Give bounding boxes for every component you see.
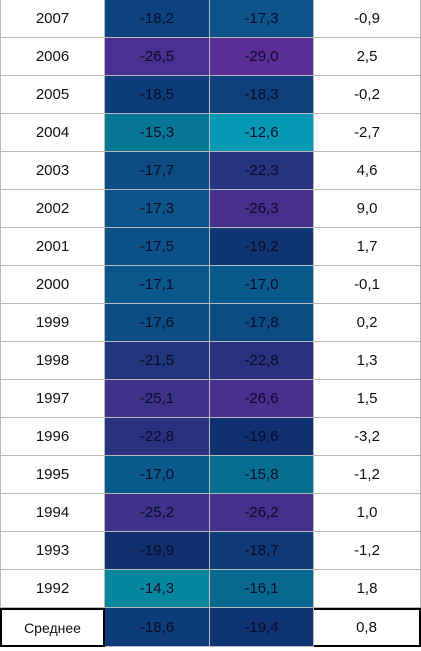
table-row: 2004 -15,3 -12,6 -2,7: [0, 114, 421, 152]
value-a-cell: -14,3: [105, 570, 210, 608]
value-b-cell: -18,3: [210, 76, 314, 114]
table-row: 2002 -17,3 -26,3 9,0: [0, 190, 421, 228]
year-cell: 2000: [0, 266, 105, 304]
diff-cell: -0,9: [314, 0, 421, 38]
year-cell: 2001: [0, 228, 105, 266]
table-row: 2003 -17,7 -22,3 4,6: [0, 152, 421, 190]
diff-cell: 1,0: [314, 494, 421, 532]
table-row: 1997 -25,1 -26,6 1,5: [0, 380, 421, 418]
year-cell: 1997: [0, 380, 105, 418]
value-b-cell: -16,1: [210, 570, 314, 608]
year-cell: 1996: [0, 418, 105, 456]
year-cell: 1998: [0, 342, 105, 380]
value-b-cell: -19,6: [210, 418, 314, 456]
summary-diff: 0,8: [314, 608, 421, 647]
year-cell: 2003: [0, 152, 105, 190]
value-a-cell: -17,5: [105, 228, 210, 266]
value-b-cell: -19,2: [210, 228, 314, 266]
table-row: 1992 -14,3 -16,1 1,8: [0, 570, 421, 608]
table-row: 2001 -17,5 -19,2 1,7: [0, 228, 421, 266]
value-b-cell: -26,6: [210, 380, 314, 418]
year-cell: 1993: [0, 532, 105, 570]
value-a-cell: -25,1: [105, 380, 210, 418]
table-row: 1995 -17,0 -15,8 -1,2: [0, 456, 421, 494]
value-b-cell: -17,8: [210, 304, 314, 342]
diff-cell: 1,8: [314, 570, 421, 608]
diff-cell: 1,5: [314, 380, 421, 418]
year-cell: 1994: [0, 494, 105, 532]
value-b-cell: -17,0: [210, 266, 314, 304]
year-cell: 2006: [0, 38, 105, 76]
value-b-cell: -17,3: [210, 0, 314, 38]
value-b-cell: -18,7: [210, 532, 314, 570]
diff-cell: -2,7: [314, 114, 421, 152]
value-a-cell: -17,3: [105, 190, 210, 228]
diff-cell: 0,2: [314, 304, 421, 342]
value-b-cell: -29,0: [210, 38, 314, 76]
value-b-cell: -22,8: [210, 342, 314, 380]
value-a-cell: -22,8: [105, 418, 210, 456]
summary-label: Среднее: [0, 608, 105, 647]
table-row: 1996 -22,8 -19,6 -3,2: [0, 418, 421, 456]
diff-cell: 4,6: [314, 152, 421, 190]
table-row: 2006 -26,5 -29,0 2,5: [0, 38, 421, 76]
table-row: 1994 -25,2 -26,2 1,0: [0, 494, 421, 532]
value-a-cell: -17,7: [105, 152, 210, 190]
diff-cell: -0,2: [314, 76, 421, 114]
value-a-cell: -18,5: [105, 76, 210, 114]
value-a-cell: -19,9: [105, 532, 210, 570]
year-cell: 2004: [0, 114, 105, 152]
year-cell: 1999: [0, 304, 105, 342]
year-cell: 1992: [0, 570, 105, 608]
diff-cell: -1,2: [314, 532, 421, 570]
diff-cell: 2,5: [314, 38, 421, 76]
value-a-cell: -26,5: [105, 38, 210, 76]
summary-value-a: -18,6: [105, 608, 210, 647]
diff-cell: -0,1: [314, 266, 421, 304]
value-a-cell: -18,2: [105, 0, 210, 38]
table-row: 2007 -18,2 -17,3 -0,9: [0, 0, 421, 38]
table-row: 2000 -17,1 -17,0 -0,1: [0, 266, 421, 304]
value-a-cell: -15,3: [105, 114, 210, 152]
diff-cell: 1,7: [314, 228, 421, 266]
summary-row: Среднее -18,6 -19,4 0,8: [0, 608, 421, 647]
year-cell: 2007: [0, 0, 105, 38]
value-a-cell: -17,0: [105, 456, 210, 494]
value-a-cell: -25,2: [105, 494, 210, 532]
value-a-cell: -17,1: [105, 266, 210, 304]
diff-cell: -1,2: [314, 456, 421, 494]
value-b-cell: -26,2: [210, 494, 314, 532]
table-row: 1993 -19,9 -18,7 -1,2: [0, 532, 421, 570]
diff-cell: -3,2: [314, 418, 421, 456]
year-cell: 2005: [0, 76, 105, 114]
table-row: 1999 -17,6 -17,8 0,2: [0, 304, 421, 342]
table-row: 2005 -18,5 -18,3 -0,2: [0, 76, 421, 114]
value-b-cell: -26,3: [210, 190, 314, 228]
diff-cell: 1,3: [314, 342, 421, 380]
value-b-cell: -12,6: [210, 114, 314, 152]
table-row: 1998 -21,5 -22,8 1,3: [0, 342, 421, 380]
value-a-cell: -21,5: [105, 342, 210, 380]
diff-cell: 9,0: [314, 190, 421, 228]
value-b-cell: -15,8: [210, 456, 314, 494]
summary-value-b: -19,4: [210, 608, 314, 647]
value-a-cell: -17,6: [105, 304, 210, 342]
year-cell: 2002: [0, 190, 105, 228]
value-b-cell: -22,3: [210, 152, 314, 190]
table-body: 2007 -18,2 -17,3 -0,9 2006 -26,5 -29,0 2,5 2005-…: [0, 0, 421, 608]
year-cell: 1995: [0, 456, 105, 494]
